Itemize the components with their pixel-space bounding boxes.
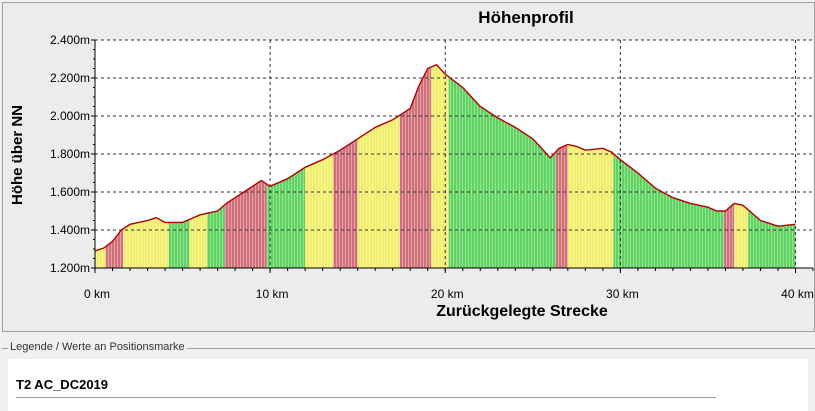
legend-content: [8, 359, 808, 411]
x-tick-label: 40 km: [781, 287, 814, 301]
legend-title: Legende / Werte an Positionsmarke: [8, 341, 187, 353]
y-axis-label: Höhe über NN: [9, 105, 26, 205]
y-tick-label: 1.600m: [50, 185, 90, 199]
chart-title: Höhenprofil: [478, 8, 574, 27]
y-tick-label: 1.400m: [50, 223, 90, 237]
x-axis-label: Zurückgelegte Strecke: [436, 303, 608, 320]
y-tick-label: 1.800m: [50, 147, 90, 161]
x-tick-label: 20 km: [431, 287, 464, 301]
x-tick-label: 0 km: [84, 287, 110, 301]
y-tick-label: 2.000m: [50, 109, 90, 123]
y-tick-label: 2.200m: [50, 71, 90, 85]
x-tick-label: 10 km: [256, 287, 289, 301]
elevation-chart: 1.200m 1.400m 1.600m 1.800m 2.000m 2.200m 2.40…: [9, 33, 814, 320]
x-tick-label: 30 km: [606, 287, 639, 301]
track-name: T2 AC_DC2019: [16, 377, 109, 392]
y-tick-label: 2.400m: [50, 33, 90, 47]
y-tick-label: 1.200m: [50, 261, 90, 275]
elevation-line: [94, 63, 796, 252]
track-divider: [16, 397, 716, 398]
legend-section: Legende / Werte an Positionsmarke T2 AC_…: [2, 341, 815, 411]
